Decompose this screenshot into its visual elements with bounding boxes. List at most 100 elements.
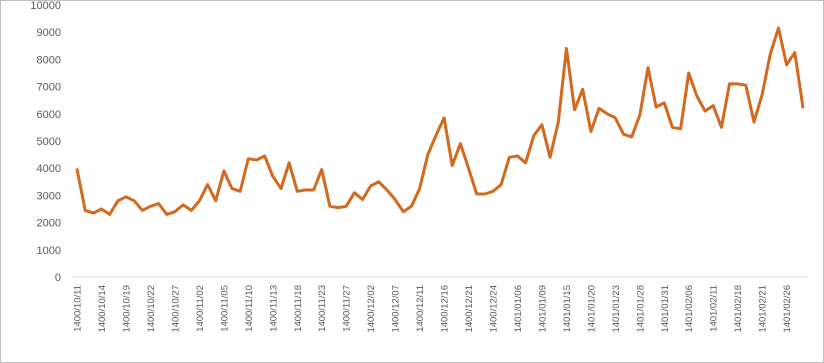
x-tick-label: 1401/01/28 bbox=[635, 285, 646, 333]
y-tick-label: 3000 bbox=[37, 190, 61, 202]
y-tick-label: 8000 bbox=[37, 54, 61, 66]
data-point bbox=[434, 134, 437, 137]
x-tick-label: 1401/01/09 bbox=[537, 285, 548, 333]
x-tick-label: 1400/12/16 bbox=[440, 285, 451, 333]
x-tick-label: 1400/11/18 bbox=[293, 285, 304, 332]
data-point bbox=[704, 110, 707, 113]
data-point bbox=[288, 161, 291, 164]
data-point bbox=[361, 198, 364, 201]
data-point bbox=[679, 127, 682, 130]
data-point bbox=[320, 168, 323, 171]
data-point bbox=[84, 209, 87, 212]
data-point bbox=[801, 106, 804, 109]
data-point bbox=[182, 203, 185, 206]
data-point bbox=[589, 130, 592, 133]
x-tick-label: 1401/02/11 bbox=[709, 285, 720, 332]
data-point bbox=[337, 206, 340, 209]
data-point bbox=[712, 104, 715, 107]
data-point bbox=[206, 183, 209, 186]
x-tick-label: 1401/02/06 bbox=[684, 285, 695, 333]
data-point bbox=[793, 51, 796, 54]
x-tick-label: 1400/10/11 bbox=[73, 285, 84, 332]
x-tick-label: 1400/10/27 bbox=[170, 285, 181, 333]
y-tick-label: 6000 bbox=[37, 109, 61, 121]
y-tick-label: 4000 bbox=[37, 163, 61, 175]
data-point bbox=[638, 114, 641, 117]
data-point bbox=[451, 164, 454, 167]
data-point bbox=[418, 187, 421, 190]
data-point bbox=[565, 47, 568, 50]
data-point bbox=[165, 213, 168, 216]
data-point bbox=[312, 188, 315, 191]
data-point bbox=[557, 120, 560, 123]
data-point bbox=[133, 199, 136, 202]
data-point bbox=[369, 184, 372, 187]
data-point bbox=[622, 133, 625, 136]
data-point bbox=[76, 168, 79, 171]
data-point bbox=[532, 134, 535, 137]
data-point bbox=[508, 156, 511, 159]
data-point bbox=[141, 209, 144, 212]
data-point bbox=[549, 156, 552, 159]
data-point bbox=[573, 108, 576, 111]
data-point bbox=[728, 82, 731, 85]
data-point bbox=[744, 84, 747, 87]
x-tick-label: 1400/12/11 bbox=[415, 285, 426, 332]
x-axis: 1400/10/11 1400/10/14 1400/10/19 1400/10/22… bbox=[73, 276, 807, 333]
data-point bbox=[524, 161, 527, 164]
x-tick-label: 1400/11/05 bbox=[219, 285, 230, 332]
data-point bbox=[255, 159, 258, 162]
x-tick-label: 1400/12/02 bbox=[366, 285, 377, 333]
data-point bbox=[483, 193, 486, 196]
x-tick-label: 1401/01/15 bbox=[562, 285, 573, 333]
x-tick-label: 1400/10/14 bbox=[97, 285, 108, 333]
data-point bbox=[263, 154, 266, 157]
data-point bbox=[222, 169, 225, 172]
data-point bbox=[271, 175, 274, 178]
x-tick-label: 1400/11/23 bbox=[317, 285, 328, 332]
data-point bbox=[695, 95, 698, 98]
y-tick-label: 10000 bbox=[30, 1, 61, 12]
x-tick-label: 1400/11/27 bbox=[342, 285, 353, 332]
data-point bbox=[516, 154, 519, 157]
x-tick-label: 1401/02/18 bbox=[733, 285, 744, 333]
data-point bbox=[410, 205, 413, 208]
x-tick-label: 1401/01/31 bbox=[660, 285, 671, 333]
data-point bbox=[402, 210, 405, 213]
data-point bbox=[785, 63, 788, 66]
data-point bbox=[149, 205, 152, 208]
data-point bbox=[500, 183, 503, 186]
data-point bbox=[239, 190, 242, 193]
data-point bbox=[385, 188, 388, 191]
x-tick-label: 1401/02/21 bbox=[758, 285, 769, 333]
data-point bbox=[296, 190, 299, 193]
data-point bbox=[173, 210, 176, 213]
data-point bbox=[214, 199, 217, 202]
data-point bbox=[125, 195, 128, 198]
y-tick-label: 1000 bbox=[37, 245, 61, 257]
y-axis: 0 1000 2000 3000 4000 5000 6000 7000 8000 9000 100… bbox=[30, 1, 61, 284]
data-point bbox=[92, 212, 95, 215]
y-tick-label: 5000 bbox=[37, 136, 61, 148]
y-tick-label: 9000 bbox=[37, 27, 61, 39]
x-tick-label: 1400/11/02 bbox=[195, 285, 206, 332]
x-tick-label: 1401/02/26 bbox=[782, 285, 793, 333]
data-point bbox=[492, 190, 495, 193]
y-tick-label: 7000 bbox=[37, 82, 61, 94]
data-point bbox=[777, 27, 780, 30]
x-tick-label: 1400/11/13 bbox=[268, 285, 279, 332]
data-point bbox=[598, 107, 601, 110]
x-tick-label: 1400/12/07 bbox=[391, 285, 402, 333]
data-point bbox=[467, 167, 470, 170]
data-point bbox=[426, 153, 429, 156]
data-point bbox=[345, 205, 348, 208]
x-tick-label: 1401/01/20 bbox=[586, 285, 597, 333]
data-point bbox=[687, 72, 690, 75]
x-tick-label: 1401/01/06 bbox=[513, 285, 524, 333]
data-point bbox=[720, 126, 723, 129]
x-tick-label: 1400/10/22 bbox=[146, 285, 157, 333]
data-point bbox=[663, 101, 666, 104]
data-point bbox=[157, 202, 160, 205]
y-tick-label: 0 bbox=[55, 272, 61, 284]
